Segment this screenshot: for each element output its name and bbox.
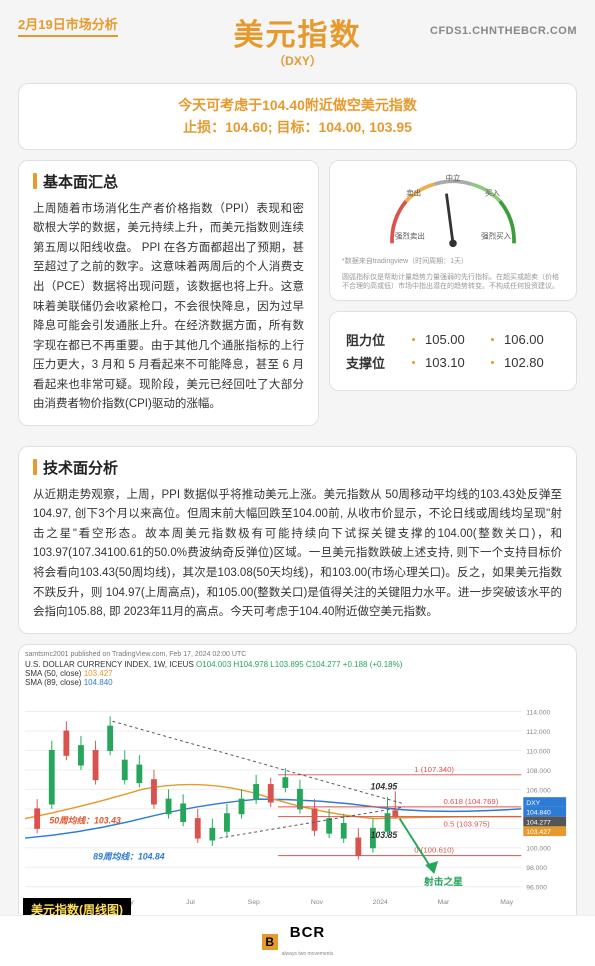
technical-box: 技术面分析 从近期走势观察，上周，PPI 数据似乎将推动美元上涨。美元指数从 5… (18, 446, 577, 634)
svg-text:射击之星: 射击之星 (423, 874, 463, 887)
svg-text:104.277: 104.277 (526, 819, 551, 826)
technical-body: 从近期走势观察，上周，PPI 数据似乎将推动美元上涨。美元指数从 50周移动平均… (33, 486, 562, 623)
title-block: 美元指数 （DXY） (234, 10, 362, 69)
levels-box: 阻力位 105.00 106.00 支撑位 103.10 102.80 (329, 311, 577, 391)
brand-sub: always two movements (282, 951, 334, 957)
svg-text:98.000: 98.000 (526, 865, 547, 872)
fundamentals-box: 基本面汇总 上周随着市场消化生产者价格指数（PPI）表现和密歇根大学的数据，美元… (18, 160, 319, 426)
site-url: CFDS1.CHNTHEBCR.COM (430, 25, 577, 37)
svg-text:买入: 买入 (485, 189, 500, 198)
svg-text:112.000: 112.000 (526, 729, 550, 736)
gauge-icon: 中立 卖出 买入 强烈卖出 强烈买入 (378, 173, 528, 248)
dot-icon (412, 338, 415, 341)
svg-text:108.000: 108.000 (526, 767, 551, 774)
svg-text:强烈卖出: 强烈卖出 (395, 231, 425, 241)
chart-meta: samtsmc2001 published on TradingView.com… (25, 651, 570, 658)
svg-text:May: May (500, 899, 513, 906)
footer: B BCR always two movements (0, 915, 595, 966)
svg-text:0.5 (103.975): 0.5 (103.975) (443, 819, 490, 828)
svg-text:114.000: 114.000 (526, 709, 550, 716)
svg-text:89周均线：104.84: 89周均线：104.84 (93, 851, 165, 861)
accent-bar-icon (33, 459, 37, 475)
dot-icon (491, 361, 494, 364)
svg-text:Mar: Mar (438, 899, 450, 906)
gauge-note1: *数据来自tradingview（时间周期：1天） (342, 257, 564, 267)
svg-text:中立: 中立 (446, 173, 461, 183)
brand-text: BCR (290, 924, 326, 941)
trade-idea-line1: 今天可考虑于104.40附近做空美元指数 (33, 94, 562, 116)
svg-text:110.000: 110.000 (526, 748, 550, 755)
svg-text:0.618 (104.769): 0.618 (104.769) (443, 797, 498, 806)
svg-text:106.000: 106.000 (526, 787, 551, 794)
price-chart: 114.000 112.000 110.000 108.000 106.000 … (25, 689, 570, 919)
fundamentals-body: 上周随着市场消化生产者价格指数（PPI）表现和密歇根大学的数据，美元持续上升，而… (33, 200, 304, 415)
header: 2月19日市场分析 美元指数 （DXY） CFDS1.CHNTHEBCR.COM (18, 14, 577, 37)
svg-text:Jul: Jul (186, 899, 195, 906)
svg-text:1 (107.340): 1 (107.340) (414, 765, 454, 774)
resistance-row: 阻力位 105.00 106.00 (346, 330, 560, 349)
svg-text:Sep: Sep (248, 899, 260, 906)
svg-text:卖出: 卖出 (406, 188, 421, 198)
support-row: 支撑位 103.10 102.80 (346, 353, 560, 372)
brand-icon: B (262, 934, 278, 950)
svg-text:50周均线：103.43: 50周均线：103.43 (49, 815, 121, 825)
accent-bar-icon (33, 173, 37, 189)
fundamentals-title: 基本面汇总 (33, 171, 304, 192)
chart-box: samtsmc2001 published on TradingView.com… (18, 644, 577, 926)
brand-logo: B BCR always two movements (262, 924, 334, 960)
technical-title: 技术面分析 (33, 457, 562, 478)
page-title: 美元指数 (234, 10, 362, 54)
svg-text:103.85: 103.85 (370, 830, 397, 840)
svg-text:DXY: DXY (526, 800, 540, 807)
chart-header: U.S. DOLLAR CURRENCY INDEX, 1W, ICEUS O1… (25, 660, 570, 687)
dot-icon (412, 361, 415, 364)
dot-icon (491, 338, 494, 341)
svg-text:104.95: 104.95 (370, 781, 397, 791)
trade-idea-box: 今天可考虑于104.40附近做空美元指数 止损：104.60; 目标：104.0… (18, 83, 577, 150)
svg-text:Nov: Nov (311, 899, 324, 906)
svg-text:2024: 2024 (373, 899, 388, 906)
svg-text:强烈买入: 强烈买入 (481, 232, 511, 241)
trade-idea-line2: 止损：104.60; 目标：104.00, 103.95 (33, 116, 562, 138)
gauge-box: 中立 卖出 买入 强烈卖出 强烈买入 *数据来自tradingview（时间周期… (329, 160, 577, 301)
gauge-note2: 圆弧指标仅是帮助计量趋势力量强弱的先行指标。在超买或超卖（价格不合理的高或低）市… (342, 273, 564, 293)
page-subtitle: （DXY） (234, 52, 362, 69)
svg-text:104.840: 104.840 (526, 809, 551, 816)
svg-text:103.427: 103.427 (526, 829, 551, 836)
date-line: 2月19日市场分析 (18, 14, 118, 37)
svg-text:100.000: 100.000 (526, 845, 551, 852)
svg-text:96.000: 96.000 (526, 884, 547, 891)
